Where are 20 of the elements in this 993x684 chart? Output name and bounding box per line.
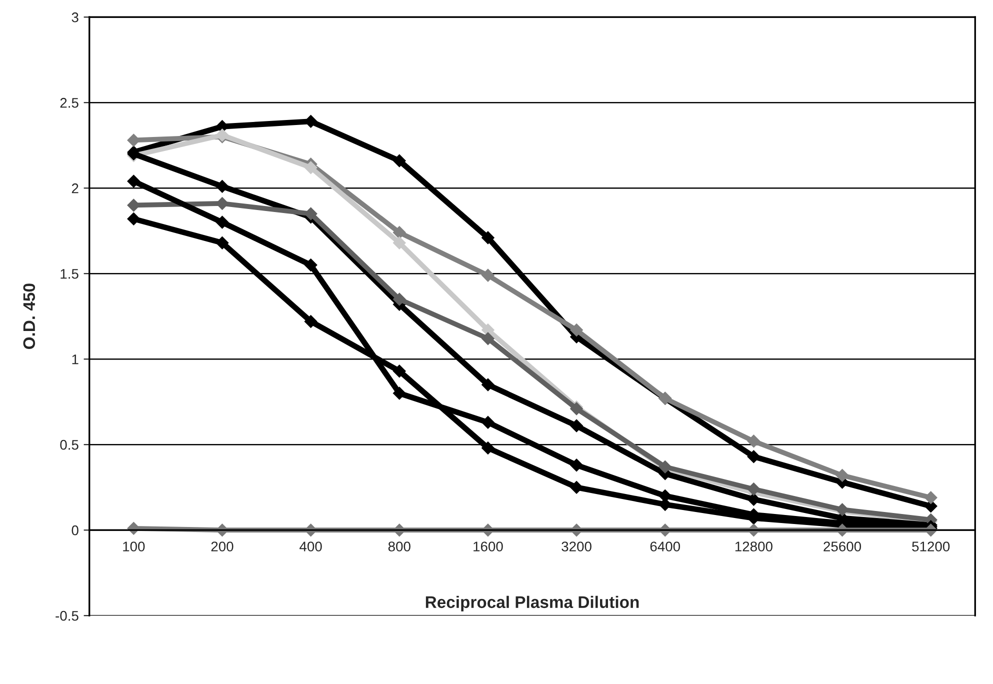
- y-tick-label: 1: [72, 354, 78, 364]
- y-tick-label: 2: [72, 183, 78, 194]
- x-tick-label: 51200: [912, 542, 950, 552]
- y-tick-label: 3: [72, 12, 78, 22]
- y-tick-label: -0.5: [56, 610, 78, 621]
- x-tick-label: 200: [211, 542, 234, 552]
- y-tick-label: 1.5: [60, 269, 78, 279]
- y-axis-title: O.D. 450: [23, 284, 36, 350]
- x-tick-label: 6400: [650, 542, 680, 552]
- x-tick-label: 400: [300, 542, 322, 552]
- y-tick-label: 0: [72, 525, 78, 536]
- x-tick-label: 1600: [474, 542, 503, 552]
- x-axis-title: Reciprocal Plasma Dilution: [426, 596, 639, 612]
- x-tick-label: 12800: [735, 542, 772, 552]
- x-tick-label: 800: [388, 542, 410, 552]
- y-tick-label: 2.5: [60, 98, 78, 108]
- x-tick-label: 25600: [824, 542, 862, 552]
- y-tick-label: 0.5: [60, 440, 78, 450]
- x-tick-label: 100: [123, 542, 145, 552]
- x-tick-label: 3200: [562, 542, 592, 552]
